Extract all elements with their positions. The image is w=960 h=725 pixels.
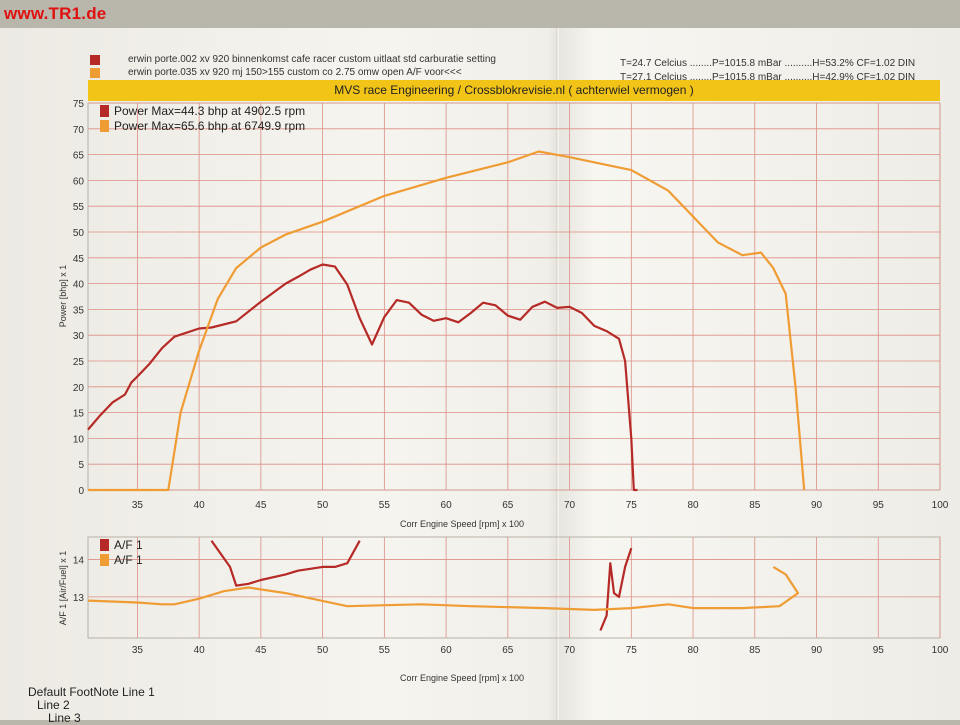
y-tick-label: 40 — [73, 280, 85, 291]
y-tick-label: 50 — [73, 228, 85, 239]
series-line-af-red — [599, 547, 633, 631]
y-tick-label: 0 — [78, 486, 84, 497]
y-tick-label: 10 — [73, 434, 85, 445]
run1-description: erwin porte.002 xv 920 binnenkomst cafe … — [128, 54, 496, 65]
y-axis-title: A/F 1 [Air/Fuel] x 1 — [58, 551, 68, 626]
x-tick-label: 35 — [132, 500, 144, 511]
legend-label: A/F 1 — [114, 553, 143, 567]
series-line-orange — [88, 150, 806, 492]
legend-swatch — [100, 105, 109, 117]
footnote-line-2: Line 2 — [37, 698, 70, 712]
x-tick-label: 65 — [502, 645, 514, 656]
title-banner: MVS race Engineering / Crossblokrevisie.… — [88, 80, 940, 101]
run2-conditions: T=27.1 Celcius ........P=1015.8 mBar ...… — [620, 72, 916, 83]
x-tick-label: 60 — [441, 500, 453, 511]
legend-swatch — [100, 554, 109, 566]
y-axis-title: Power [bhp] x 1 — [58, 265, 68, 328]
series-line-af-red — [210, 540, 361, 587]
y-tick-label: 65 — [73, 151, 85, 162]
x-tick-label: 75 — [626, 645, 638, 656]
paper-fold — [556, 28, 559, 720]
x-tick-label: 95 — [873, 500, 885, 511]
footnote-line-1: Default FootNote Line 1 — [28, 685, 155, 699]
x-tick-label: 85 — [749, 645, 761, 656]
footnote-line-3: Line 3 — [48, 711, 81, 725]
y-tick-label: 45 — [73, 254, 85, 265]
legend-label: Power Max=44.3 bhp at 4902.5 rpm — [114, 104, 305, 118]
run1-swatch — [90, 55, 100, 65]
y-tick-label: 13 — [73, 593, 85, 604]
legend-label: A/F 1 — [114, 538, 143, 552]
x-axis-title: Corr Engine Speed [rpm] x 100 — [400, 673, 524, 683]
y-tick-label: 30 — [73, 331, 85, 342]
x-tick-label: 70 — [564, 645, 576, 656]
series-line-red — [87, 263, 638, 492]
x-tick-label: 65 — [502, 500, 514, 511]
x-tick-label: 70 — [564, 500, 576, 511]
chart-air-fuel: 35 40 45 50 55 60 65 70 75 80 85 90 95 100 13 14 Corr En… — [58, 536, 949, 683]
y-tick-label: 60 — [73, 176, 85, 187]
x-tick-label: 80 — [687, 500, 699, 511]
x-tick-label: 35 — [132, 645, 144, 656]
watermark: www.TR1.de — [4, 4, 107, 23]
x-tick-label: 75 — [626, 500, 638, 511]
x-tick-label: 50 — [317, 500, 329, 511]
x-tick-label: 50 — [317, 645, 329, 656]
chart-power: 35 40 45 50 55 60 65 70 75 80 85 90 95 100 0 5 10 15 20 25 3… — [58, 99, 949, 529]
y-tick-label: 20 — [73, 383, 85, 394]
y-tick-label: 14 — [73, 555, 85, 566]
y-tick-label: 5 — [78, 460, 84, 471]
x-tick-label: 90 — [811, 645, 823, 656]
x-tick-label: 100 — [932, 500, 949, 511]
legend-swatch — [100, 120, 109, 132]
x-tick-label: 85 — [749, 500, 761, 511]
x-tick-label: 60 — [441, 645, 453, 656]
x-tick-label: 55 — [379, 645, 391, 656]
x-tick-label: 95 — [873, 645, 885, 656]
plot-frame — [87, 536, 941, 639]
x-tick-label: 55 — [379, 500, 391, 511]
x-tick-label: 40 — [194, 645, 206, 656]
run2-swatch — [90, 68, 100, 78]
x-tick-label: 80 — [687, 645, 699, 656]
banner-title: MVS race Engineering / Crossblokrevisie.… — [334, 83, 694, 97]
run1-conditions: T=24.7 Celcius ........P=1015.8 mBar ...… — [620, 58, 916, 69]
y-tick-label: 75 — [73, 99, 85, 110]
x-tick-label: 100 — [932, 645, 949, 656]
run2-description: erwin porte.035 xv 920 mj 150>155 custom… — [128, 67, 462, 78]
series-line-orange — [87, 565, 800, 612]
y-tick-label: 15 — [73, 409, 85, 420]
x-tick-label: 40 — [194, 500, 206, 511]
legend-swatch — [100, 539, 109, 551]
y-tick-label: 25 — [73, 357, 85, 368]
y-tick-label: 55 — [73, 202, 85, 213]
legend-label: Power Max=65.6 bhp at 6749.9 rpm — [114, 119, 305, 133]
x-tick-label: 90 — [811, 500, 823, 511]
x-axis-title: Corr Engine Speed [rpm] x 100 — [400, 519, 524, 529]
x-tick-label: 45 — [255, 645, 267, 656]
x-tick-label: 45 — [255, 500, 267, 511]
y-tick-label: 35 — [73, 305, 85, 316]
y-tick-label: 70 — [73, 125, 85, 136]
